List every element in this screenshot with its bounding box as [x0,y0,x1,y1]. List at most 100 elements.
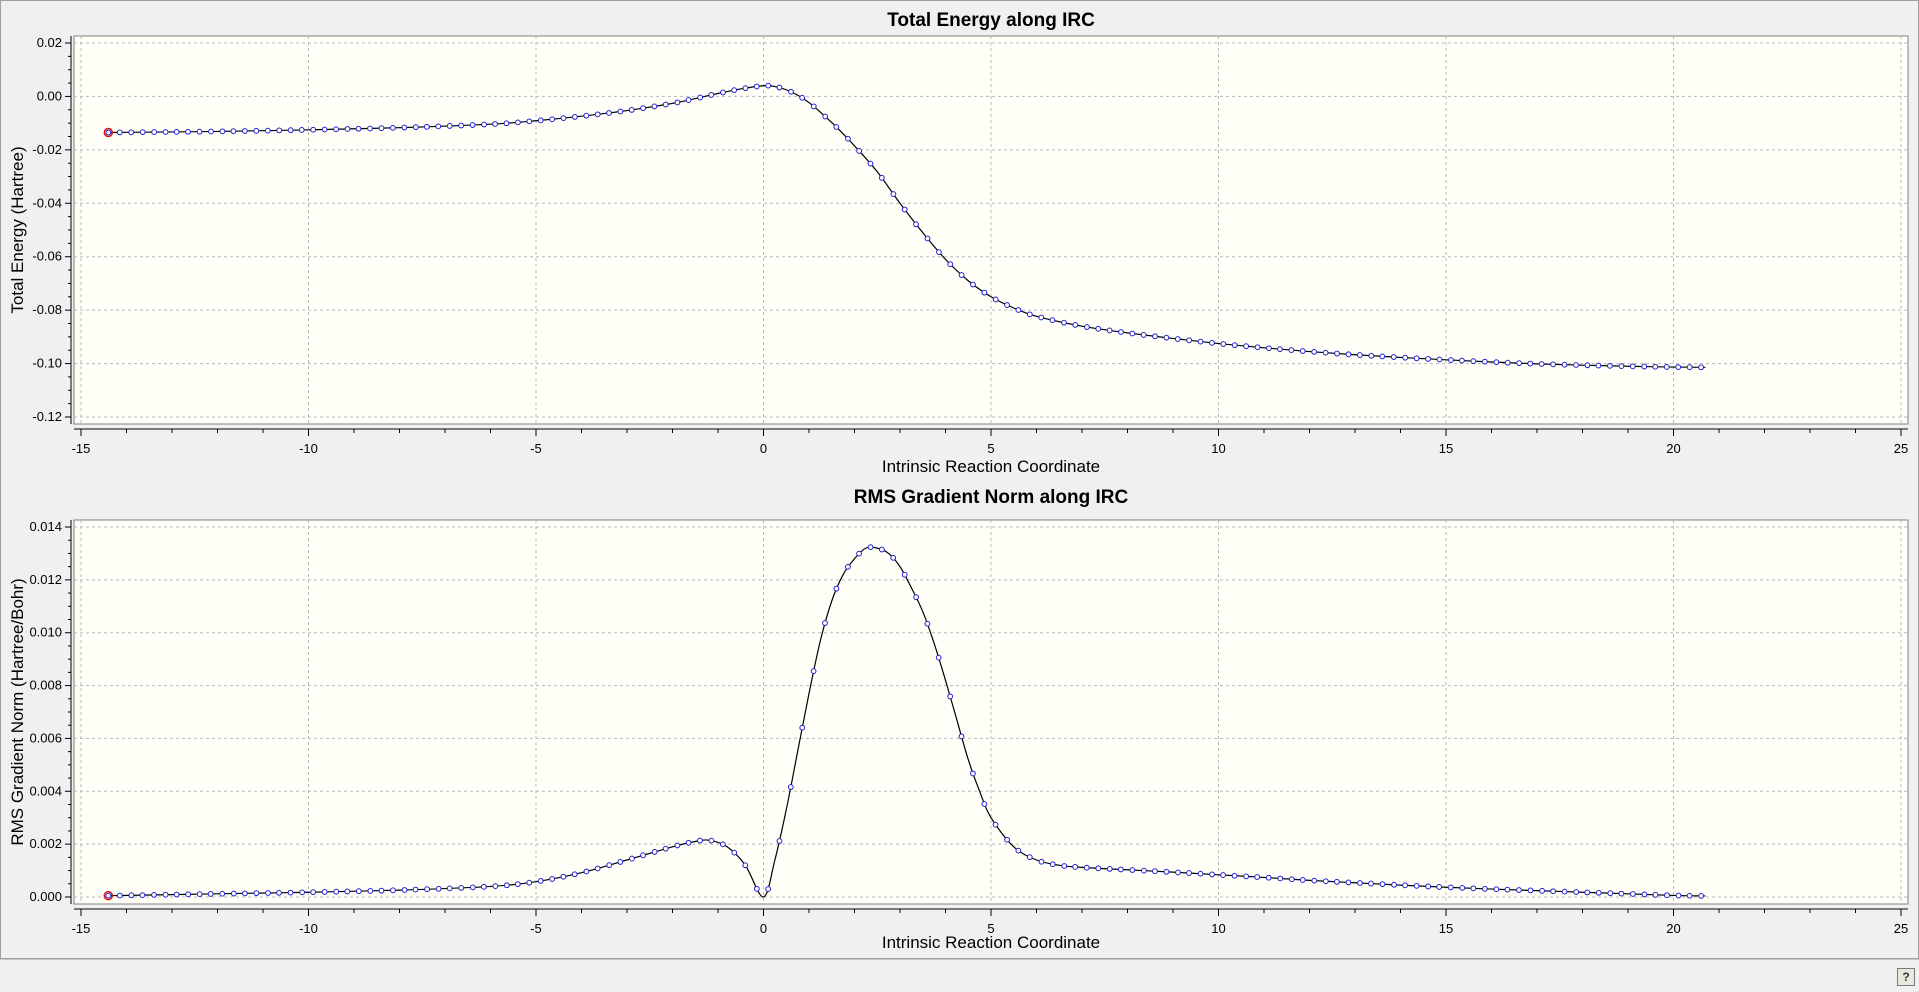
data-point[interactable] [458,122,465,129]
data-point[interactable] [1413,882,1420,889]
data-point[interactable] [1629,363,1636,370]
data-point[interactable] [1095,865,1102,872]
data-point[interactable] [1004,302,1010,308]
data-point[interactable] [594,111,601,118]
data-point[interactable] [1288,876,1295,883]
data-point[interactable] [298,127,305,133]
data-point[interactable] [401,124,408,131]
data-point[interactable] [514,881,521,888]
data-point[interactable] [276,127,283,134]
data-point[interactable] [492,121,498,127]
data-point[interactable] [1447,884,1454,891]
data-point[interactable] [253,127,260,134]
data-point[interactable] [708,92,715,98]
data-point[interactable] [1470,358,1477,365]
data-point[interactable] [1288,347,1295,354]
data-point[interactable] [1209,339,1215,346]
data-point[interactable] [685,97,692,103]
data-point[interactable] [776,84,783,91]
data-point[interactable] [264,127,271,134]
data-point[interactable] [1561,888,1568,895]
data-point[interactable] [1595,889,1602,896]
data-point[interactable] [1641,363,1648,370]
data-point[interactable] [583,868,590,875]
data-point[interactable] [321,126,328,133]
data-point[interactable] [1652,363,1659,370]
data-point[interactable] [1265,874,1272,881]
data-point[interactable] [788,88,794,95]
data-point[interactable] [1026,311,1033,318]
data-point[interactable] [1425,883,1432,890]
data-point[interactable] [412,886,419,893]
data-point[interactable] [1539,887,1545,894]
data-point[interactable] [799,94,806,101]
data-point[interactable] [230,890,237,897]
data-point[interactable] [1504,886,1511,893]
data-point[interactable] [219,128,226,135]
data-point[interactable] [981,289,988,296]
data-point[interactable] [662,845,669,852]
data-point[interactable] [435,123,442,130]
data-point[interactable] [344,126,351,132]
data-point[interactable] [583,112,590,119]
data-point[interactable] [333,888,340,895]
data-point[interactable] [742,85,749,92]
data-point[interactable] [241,890,248,897]
data-point[interactable] [1550,888,1556,895]
data-point[interactable] [1174,336,1181,342]
data-point[interactable] [1129,330,1136,337]
data-point[interactable] [1311,349,1318,355]
data-point[interactable] [151,892,157,898]
data-point[interactable] [401,887,408,893]
data-point[interactable] [1175,869,1181,876]
data-point[interactable] [571,871,578,878]
data-point[interactable] [981,801,988,807]
data-point[interactable] [651,849,658,855]
data-point[interactable] [833,585,840,592]
data-point[interactable] [1425,356,1431,362]
data-point[interactable] [1607,890,1614,897]
data-point[interactable] [1516,360,1523,367]
data-point[interactable] [1641,891,1648,898]
data-point[interactable] [560,873,567,880]
data-point[interactable] [640,852,646,859]
data-point[interactable] [1084,324,1090,330]
data-point[interactable] [355,125,362,132]
data-point[interactable] [765,886,772,892]
data-point[interactable] [1663,364,1670,370]
data-point[interactable] [1493,359,1500,366]
data-point[interactable] [173,128,180,135]
data-point[interactable] [810,668,817,674]
data-point[interactable] [208,128,214,135]
data-point[interactable] [1345,879,1352,886]
data-point[interactable] [1152,333,1158,340]
data-point[interactable] [1299,348,1306,354]
data-point[interactable] [1243,343,1250,350]
data-point[interactable] [913,594,920,601]
data-point[interactable] [1152,868,1158,875]
data-point[interactable] [344,888,351,895]
data-point[interactable] [1629,891,1636,897]
data-point[interactable] [1413,355,1420,362]
data-point[interactable] [492,883,499,890]
data-point[interactable] [731,87,738,94]
data-point[interactable] [549,876,555,882]
data-point[interactable] [913,221,919,228]
data-point[interactable] [753,885,760,892]
data-point[interactable] [810,103,817,110]
data-point[interactable] [367,125,373,132]
data-point[interactable] [162,891,169,898]
data-point[interactable] [367,888,374,894]
help-button[interactable]: ? [1897,968,1915,986]
data-point[interactable] [503,120,510,127]
selected-point-marker[interactable] [103,890,114,901]
data-point[interactable] [947,693,954,700]
data-point[interactable] [185,891,192,898]
data-point[interactable] [1072,322,1079,328]
data-point[interactable] [1698,364,1705,371]
data-point[interactable] [378,887,385,894]
data-point[interactable] [321,889,328,895]
data-point[interactable] [390,887,396,894]
data-point[interactable] [924,620,931,627]
data-point[interactable] [503,882,510,889]
